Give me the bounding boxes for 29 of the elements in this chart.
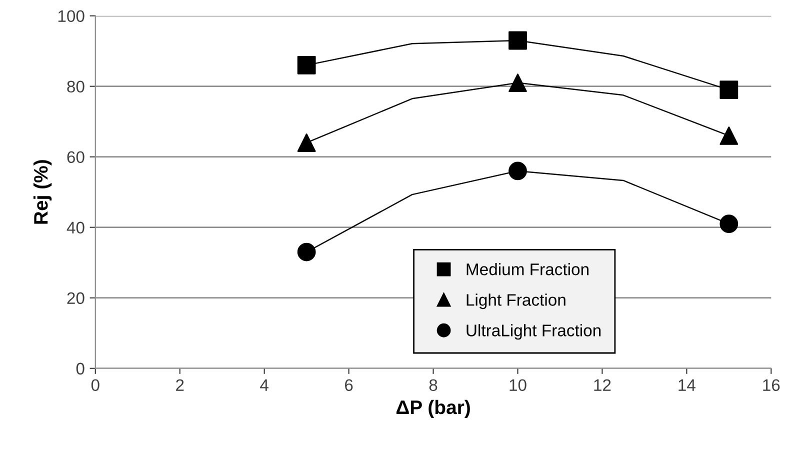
y-axis-title: Rej (%) [33,160,52,224]
y-tick-label: 80 [67,80,84,93]
legend-label: Medium Fraction [466,263,588,276]
point [297,56,316,74]
x-tick-label: 16 [763,379,780,392]
point [508,162,527,180]
x-tick-label: 6 [345,379,353,392]
y-tick-label: 20 [67,292,84,304]
point [720,214,738,234]
x-tick-label: 2 [176,379,184,391]
y-tick-label: 0 [76,362,84,375]
x-tick-label: 10 [510,379,526,392]
point [297,242,316,262]
legend-label: Light Fraction [466,294,566,310]
x-axis-title: ΔP (bar) [396,400,470,418]
x-tick-label: 14 [678,379,696,391]
legend-label: UltraLight Fraction [466,324,601,340]
x-tick-label: 0 [91,379,100,392]
x-tick-label: 8 [429,379,438,392]
point [720,80,738,100]
y-tick-label: 40 [66,222,84,234]
y-tick-label: 60 [67,151,84,164]
x-tick-label: 12 [594,379,611,391]
x-tick-label: 4 [260,379,268,391]
point [297,134,316,152]
point [508,74,527,92]
point [508,31,527,50]
point [720,126,738,145]
y-tick-label: 100 [58,10,84,22]
